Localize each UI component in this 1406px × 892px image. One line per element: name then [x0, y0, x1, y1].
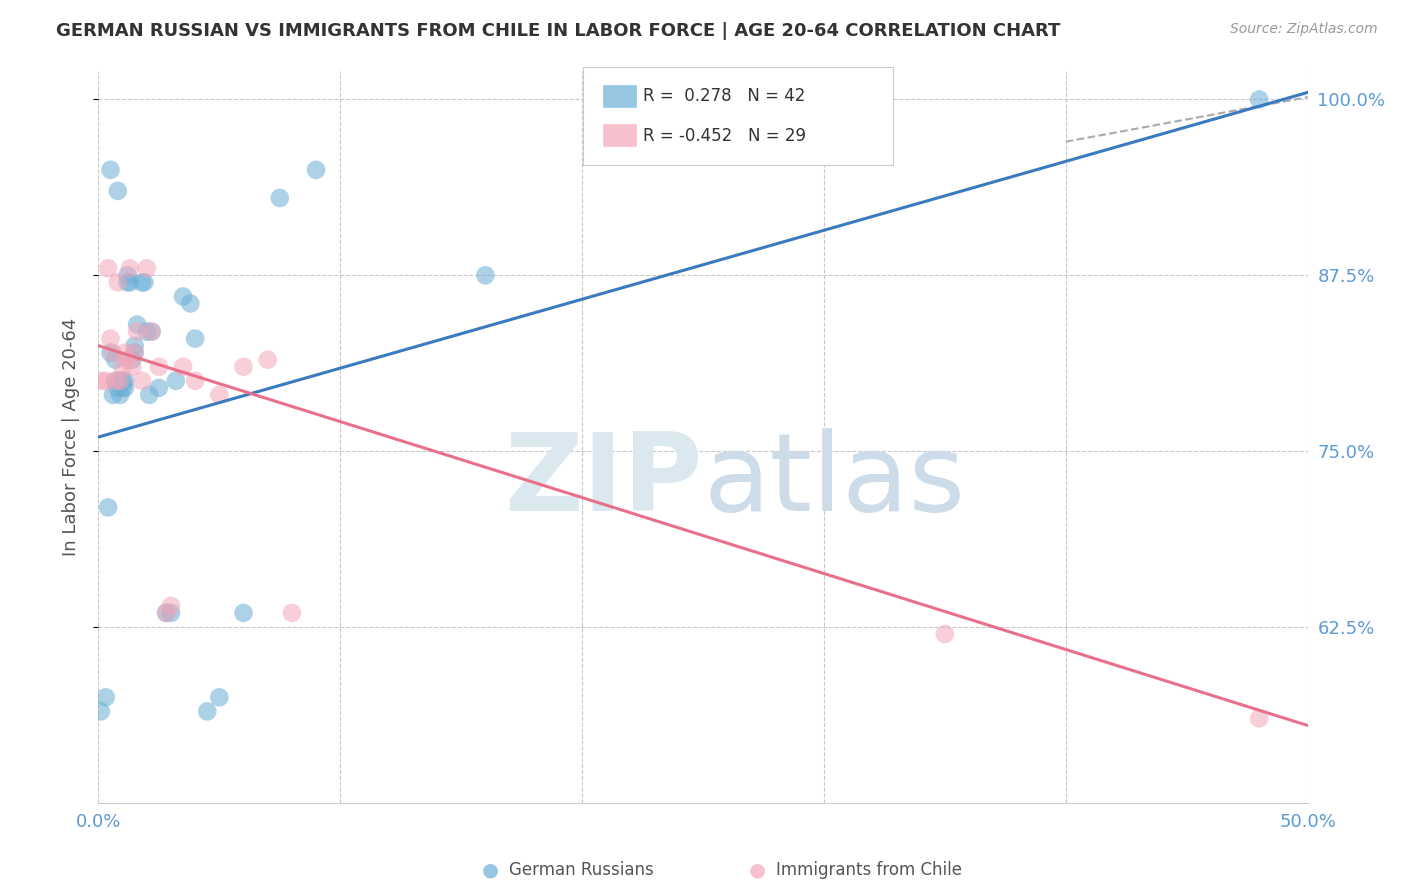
Point	[281, 606, 304, 620]
Text: GERMAN RUSSIAN VS IMMIGRANTS FROM CHILE IN LABOR FORCE | AGE 20-64 CORRELATION C: GERMAN RUSSIAN VS IMMIGRANTS FROM CHILE …	[56, 22, 1060, 40]
Point	[118, 261, 141, 276]
Point	[127, 325, 149, 339]
Point	[131, 276, 153, 290]
Text: ZIP: ZIP	[505, 428, 703, 534]
Point	[256, 352, 278, 367]
Text: R =  0.278   N = 42: R = 0.278 N = 42	[643, 87, 804, 105]
Point	[124, 339, 146, 353]
Point	[155, 606, 177, 620]
Text: atlas: atlas	[703, 428, 965, 534]
Point	[107, 381, 129, 395]
Point	[118, 276, 141, 290]
Point	[94, 690, 117, 705]
Point	[141, 325, 163, 339]
Point	[124, 345, 146, 359]
Point	[1249, 93, 1271, 107]
Point	[101, 388, 124, 402]
Point	[108, 374, 131, 388]
Point	[135, 261, 157, 276]
Point	[114, 345, 136, 359]
Point	[195, 705, 218, 719]
Point	[114, 374, 136, 388]
Text: ●: ●	[749, 860, 766, 880]
Text: ●: ●	[482, 860, 499, 880]
Point	[111, 374, 134, 388]
Point	[141, 325, 163, 339]
Point	[104, 374, 127, 388]
Point	[100, 162, 122, 177]
Point	[111, 381, 134, 395]
Point	[165, 374, 187, 388]
Text: German Russians: German Russians	[509, 861, 654, 879]
Point	[474, 268, 496, 283]
Point	[155, 606, 177, 620]
Point	[114, 381, 136, 395]
Point	[232, 359, 254, 374]
Point	[108, 388, 131, 402]
Text: Source: ZipAtlas.com: Source: ZipAtlas.com	[1230, 22, 1378, 37]
Point	[111, 359, 134, 374]
Point	[208, 388, 231, 402]
Text: Immigrants from Chile: Immigrants from Chile	[776, 861, 962, 879]
Point	[179, 296, 201, 310]
Point	[121, 352, 143, 367]
Point	[305, 162, 328, 177]
Point	[107, 184, 129, 198]
Point	[148, 359, 170, 374]
Point	[117, 352, 139, 367]
Point	[94, 374, 117, 388]
Point	[100, 345, 122, 359]
Point	[97, 261, 120, 276]
Point	[160, 599, 183, 613]
Text: R = -0.452   N = 29: R = -0.452 N = 29	[643, 127, 806, 145]
Point	[184, 374, 207, 388]
Point	[108, 374, 131, 388]
Point	[172, 359, 194, 374]
Point	[135, 325, 157, 339]
Point	[127, 318, 149, 332]
Point	[184, 332, 207, 346]
Point	[1249, 711, 1271, 725]
Point	[131, 374, 153, 388]
Point	[134, 276, 156, 290]
Point	[160, 606, 183, 620]
Y-axis label: In Labor Force | Age 20-64: In Labor Force | Age 20-64	[62, 318, 80, 557]
Point	[117, 276, 139, 290]
Point	[934, 627, 956, 641]
Point	[124, 345, 146, 359]
Point	[97, 500, 120, 515]
Point	[208, 690, 231, 705]
Point	[269, 191, 291, 205]
Point	[104, 352, 127, 367]
Point	[90, 705, 112, 719]
Point	[121, 359, 143, 374]
Point	[148, 381, 170, 395]
Point	[107, 276, 129, 290]
Point	[138, 388, 160, 402]
Point	[90, 374, 112, 388]
Point	[232, 606, 254, 620]
Point	[100, 332, 122, 346]
Point	[104, 374, 127, 388]
Point	[101, 345, 124, 359]
Point	[172, 289, 194, 303]
Point	[117, 268, 139, 283]
